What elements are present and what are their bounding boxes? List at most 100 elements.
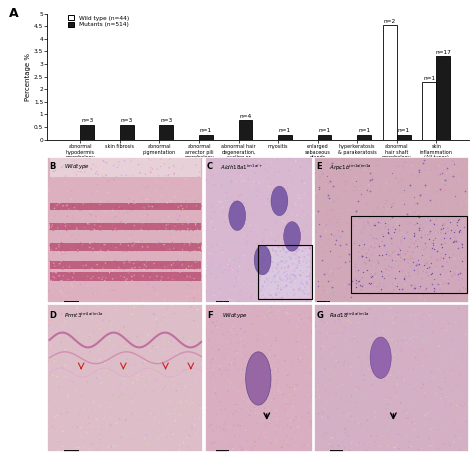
Point bbox=[135, 244, 143, 252]
Point bbox=[290, 292, 298, 299]
Point bbox=[453, 267, 461, 275]
Point bbox=[193, 225, 201, 233]
Point bbox=[214, 369, 222, 376]
Point bbox=[385, 442, 392, 449]
Point bbox=[401, 310, 409, 317]
Point bbox=[288, 277, 296, 285]
Point bbox=[228, 361, 236, 368]
Point bbox=[186, 247, 194, 254]
Point bbox=[210, 309, 218, 316]
Point bbox=[368, 231, 375, 239]
Point bbox=[298, 316, 305, 323]
Point bbox=[198, 182, 206, 190]
Point bbox=[252, 304, 259, 311]
Point bbox=[195, 244, 203, 251]
Point bbox=[336, 168, 343, 175]
Point bbox=[84, 429, 91, 436]
Point bbox=[281, 269, 288, 276]
Point bbox=[93, 181, 101, 188]
Bar bbox=[314, 156, 469, 303]
Point bbox=[259, 155, 267, 162]
Point bbox=[314, 192, 322, 200]
Point bbox=[391, 351, 398, 358]
Point bbox=[133, 241, 140, 249]
Point bbox=[79, 241, 87, 249]
Point bbox=[98, 349, 106, 356]
Point bbox=[129, 206, 137, 213]
Point bbox=[367, 252, 375, 259]
Point bbox=[451, 420, 459, 427]
Point bbox=[280, 245, 287, 253]
Point bbox=[103, 271, 111, 278]
Point bbox=[163, 434, 171, 441]
Point bbox=[190, 272, 198, 280]
Point bbox=[48, 275, 56, 282]
Point bbox=[353, 186, 360, 194]
Point bbox=[198, 248, 205, 255]
Point bbox=[179, 221, 186, 228]
Point bbox=[438, 254, 445, 261]
Point bbox=[323, 209, 331, 217]
Point bbox=[129, 203, 137, 210]
Point bbox=[177, 383, 185, 391]
Point bbox=[272, 365, 280, 372]
Point bbox=[46, 242, 54, 249]
Point bbox=[108, 326, 115, 333]
Point bbox=[82, 165, 89, 172]
Point bbox=[411, 447, 419, 455]
Point bbox=[134, 275, 141, 282]
Point bbox=[339, 207, 346, 214]
Point bbox=[110, 176, 118, 183]
Point bbox=[410, 385, 418, 393]
Point bbox=[287, 417, 294, 424]
Point bbox=[334, 433, 342, 440]
Point bbox=[339, 318, 347, 325]
Point bbox=[247, 295, 255, 302]
Point bbox=[343, 219, 351, 227]
Point bbox=[60, 262, 67, 269]
Point bbox=[318, 317, 326, 324]
Point bbox=[427, 368, 435, 376]
Point bbox=[455, 216, 462, 223]
Point bbox=[224, 375, 232, 382]
Point bbox=[105, 428, 112, 436]
Point bbox=[428, 252, 436, 260]
Point bbox=[419, 347, 426, 354]
Point bbox=[456, 269, 464, 276]
Point bbox=[157, 238, 164, 245]
Point bbox=[129, 155, 137, 162]
Point bbox=[49, 174, 57, 181]
Point bbox=[247, 381, 255, 388]
Point bbox=[142, 184, 149, 191]
Point bbox=[437, 240, 445, 248]
Point bbox=[393, 374, 401, 381]
Point bbox=[150, 276, 157, 283]
Point bbox=[111, 221, 119, 228]
Point bbox=[162, 221, 170, 228]
Point bbox=[387, 216, 394, 223]
Point bbox=[421, 239, 428, 246]
Point bbox=[407, 255, 414, 262]
Point bbox=[134, 429, 142, 436]
Point bbox=[265, 419, 273, 426]
Point bbox=[237, 373, 244, 380]
Point bbox=[135, 314, 142, 322]
Point bbox=[393, 381, 401, 388]
Point bbox=[263, 275, 270, 282]
Point bbox=[372, 408, 379, 415]
Point bbox=[112, 222, 120, 229]
Point bbox=[419, 379, 427, 386]
Point bbox=[99, 273, 106, 281]
Point bbox=[431, 267, 438, 275]
Point bbox=[323, 244, 330, 251]
Point bbox=[152, 186, 160, 194]
Point bbox=[245, 280, 253, 287]
Point bbox=[154, 435, 162, 442]
Point bbox=[211, 388, 219, 395]
Point bbox=[129, 274, 137, 282]
Point bbox=[403, 210, 411, 218]
Point bbox=[286, 253, 294, 260]
Point bbox=[438, 187, 446, 194]
Point bbox=[455, 229, 463, 236]
Point bbox=[439, 230, 447, 238]
